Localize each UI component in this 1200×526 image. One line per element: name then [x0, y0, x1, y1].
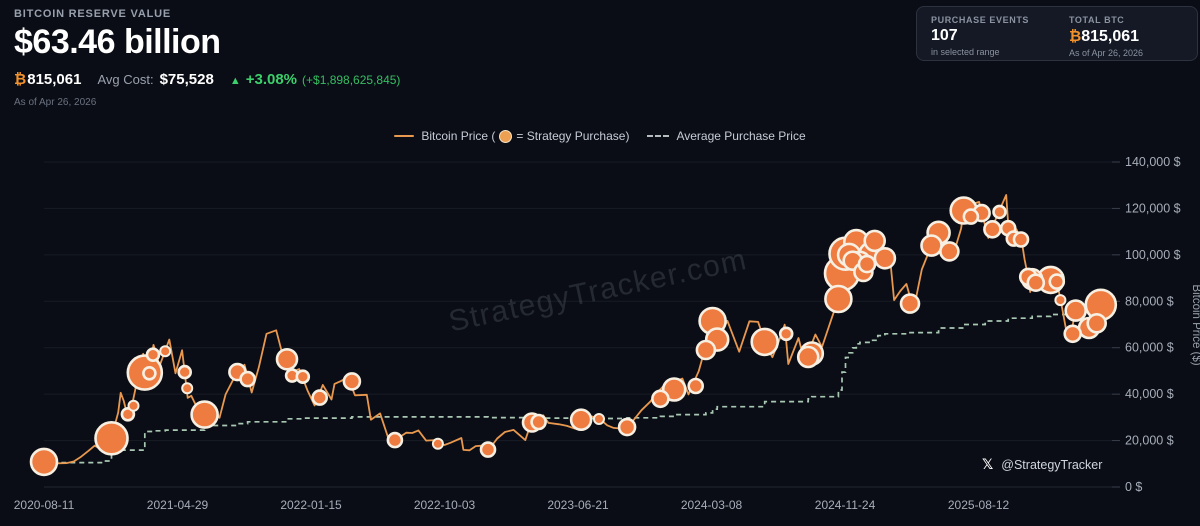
svg-text:Bitcoin Price ($): Bitcoin Price ($) [1190, 284, 1200, 365]
svg-text:2025-08-12: 2025-08-12 [948, 498, 1010, 512]
x-logo-icon: 𝕏 [982, 457, 994, 473]
section-label: BITCOIN RESERVE VALUE [14, 8, 171, 20]
purchase-events-value: 107 [931, 27, 958, 44]
purchase-dot-icon [499, 129, 513, 143]
legend-price-suffix: = Strategy Purchase) [516, 129, 630, 143]
svg-text:2022-10-03: 2022-10-03 [414, 498, 476, 512]
avg-line-swatch-icon [647, 135, 670, 137]
svg-text:2021-04-29: 2021-04-29 [147, 498, 209, 512]
total-btc-label: TOTAL BTC [1069, 15, 1125, 25]
purchase-events-label: PURCHASE EVENTS [931, 15, 1030, 25]
change-absolute: (+$1,898,625,845) [302, 73, 401, 87]
svg-text:2022-01-15: 2022-01-15 [280, 498, 342, 512]
reserve-value: $63.46 billion [14, 23, 221, 61]
total-btc-sub: As of Apr 26, 2026 [1069, 48, 1144, 58]
up-triangle-icon: ▲ [229, 75, 241, 87]
change-percent: +3.08% [245, 71, 298, 88]
header: BITCOIN RESERVE VALUE $63.46 billion ₿ 8… [14, 8, 400, 108]
header-stats: ₿ 815,061 Avg Cost: $75,528 ▲ +3.08% (+$… [14, 70, 400, 88]
legend-item-average-purchase-price[interactable]: Average Purchase Price [629, 129, 806, 143]
legend-avg-label: Average Purchase Price [676, 129, 806, 143]
purchase-events-sub: in selected range [931, 47, 1000, 57]
legend-price-prefix: Bitcoin Price ( [421, 129, 496, 143]
social-handle: @StrategyTracker [1001, 458, 1103, 472]
price-line-swatch-icon [394, 135, 415, 137]
legend-item-bitcoin-price[interactable]: Bitcoin Price ( = Strategy Purchase) [394, 129, 629, 143]
svg-text:2020-08-11: 2020-08-11 [14, 498, 75, 512]
social-attribution[interactable]: 𝕏 @StrategyTracker [982, 457, 1102, 473]
svg-text:60,000 $: 60,000 $ [1125, 341, 1174, 355]
svg-text:80,000 $: 80,000 $ [1125, 294, 1174, 308]
chart-legend: Bitcoin Price ( = Strategy Purchase) Ave… [0, 129, 1200, 143]
svg-text:2024-11-24: 2024-11-24 [815, 498, 876, 512]
svg-text:2023-06-21: 2023-06-21 [547, 498, 609, 512]
avg-cost-value: $75,528 [159, 71, 214, 88]
as-of-date: As of Apr 26, 2026 [14, 97, 97, 108]
btc-icon: ₿ [1069, 27, 1082, 45]
btc-icon: ₿ [14, 70, 27, 88]
total-btc-stat: TOTAL BTC ₿815,061 As of Apr 26, 2026 [1069, 15, 1143, 58]
svg-text:140,000 $: 140,000 $ [1125, 155, 1181, 169]
svg-text:40,000 $: 40,000 $ [1125, 387, 1174, 401]
avg-cost-label: Avg Cost: [97, 72, 154, 87]
svg-text:100,000 $: 100,000 $ [1125, 248, 1181, 262]
purchase-events-stat: PURCHASE EVENTS 107 in selected range [931, 15, 1069, 57]
total-btc-number: 815,061 [1081, 28, 1140, 45]
svg-text:120,000 $: 120,000 $ [1125, 201, 1181, 215]
total-btc-value: ₿815,061 [1069, 27, 1143, 46]
svg-text:20,000 $: 20,000 $ [1125, 434, 1174, 448]
btc-amount: 815,061 [27, 71, 82, 88]
svg-text:0 $: 0 $ [1125, 480, 1142, 494]
stats-card: PURCHASE EVENTS 107 in selected range TO… [916, 6, 1198, 61]
svg-text:2024-03-08: 2024-03-08 [681, 498, 743, 512]
